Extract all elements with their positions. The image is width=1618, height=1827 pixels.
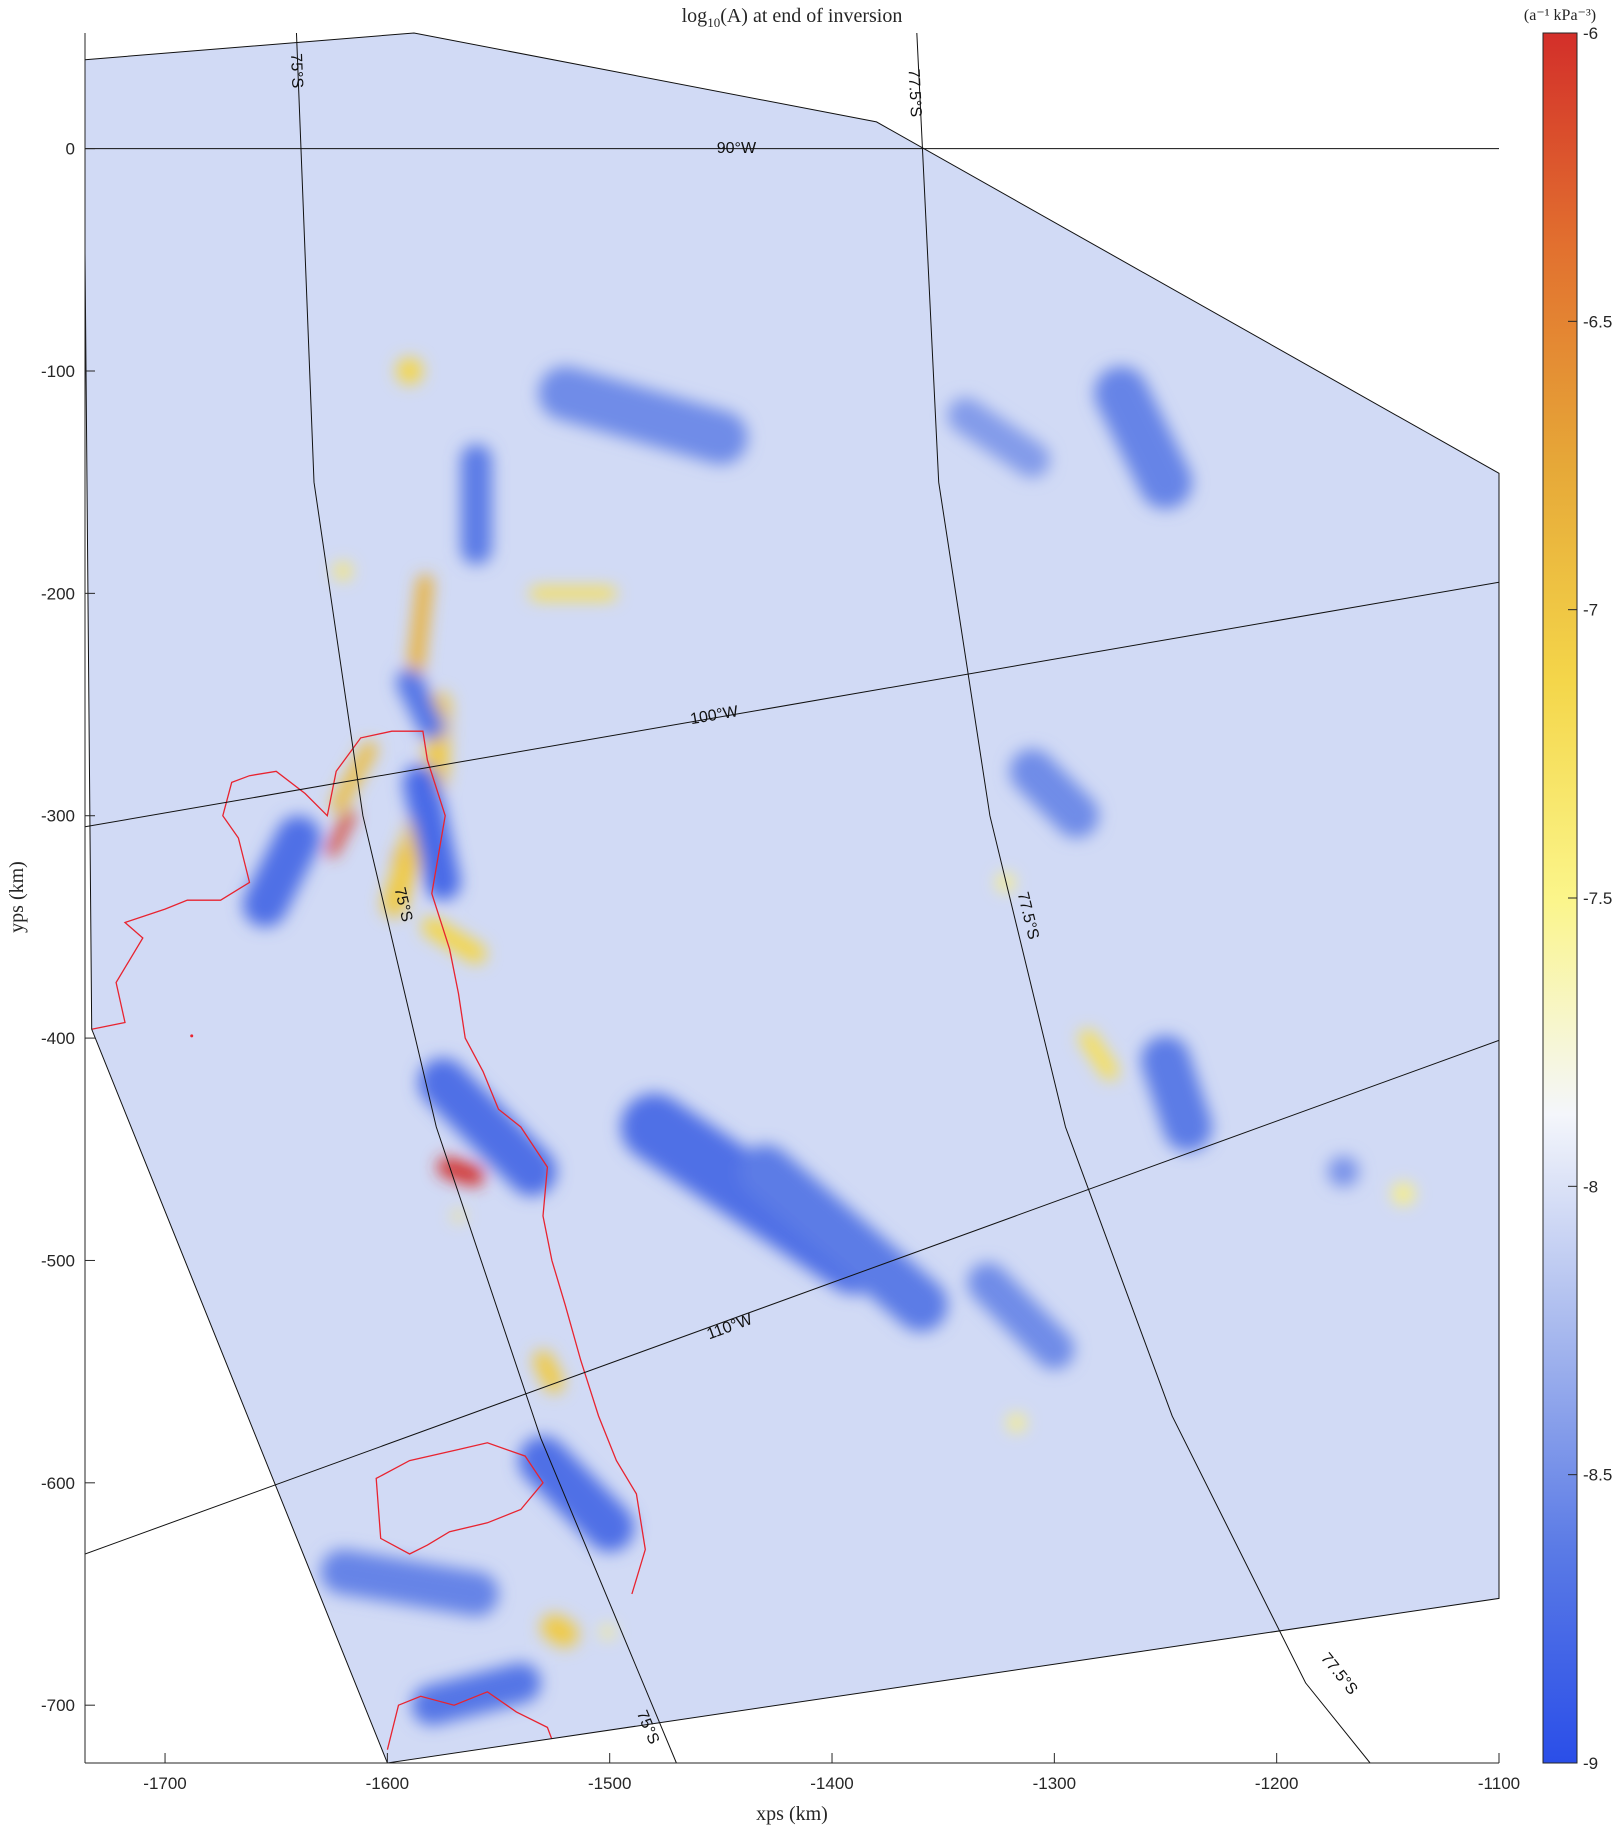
low-a-streak (242, 815, 321, 927)
x-axis: -1700 -1600 -1500 -1400 -1300 -1200 -1100 (143, 1753, 1520, 1793)
x-axis-label: xps (km) (756, 1803, 828, 1825)
colorbar-tick-label: -6.5 (1583, 312, 1612, 331)
plot-area: 90°W100°W110°W75°S75°S75°S77.5°S77.5°S77… (84, 32, 1500, 1764)
title-subscript: 10 (707, 15, 720, 30)
high-a-patch (996, 873, 1015, 892)
low-a-streak (418, 1058, 557, 1196)
grounding-line-segment (91, 730, 646, 1595)
low-a-streak (320, 1549, 499, 1617)
high-a-patch (1007, 1413, 1026, 1432)
high-a-streak (532, 1350, 565, 1393)
low-a-streak (967, 1262, 1075, 1370)
colorbar-tick-label: -9 (1583, 1754, 1598, 1773)
low-a-streak (402, 764, 461, 901)
y-tick-label: -100 (41, 362, 75, 381)
grounding-line-island (190, 1034, 194, 1038)
low-a-streak (1141, 1035, 1213, 1152)
colorbar-label: (a⁻¹ kPa⁻³) (1524, 7, 1596, 24)
low-a-streak (396, 668, 446, 741)
low-a-streak (738, 1144, 948, 1332)
high-a-patch (1392, 1182, 1415, 1205)
low-a-streak (518, 1436, 635, 1552)
grounding-line-segment (386, 1691, 562, 1763)
parallel-label-text: 75°S (287, 53, 305, 89)
low-a-streak (538, 366, 748, 465)
parallel-line (295, 33, 677, 1763)
low-a-streak (1009, 749, 1099, 838)
meridian-line (85, 581, 1499, 828)
high-a-patch (600, 1625, 615, 1639)
y-tick-label: 0 (66, 140, 75, 159)
high-a-patch (452, 1210, 465, 1222)
low-a-streak (1094, 366, 1193, 509)
colorbar-ticks: -6 -6.5 -7 -7.5 -8 -8.5 -9 (1568, 24, 1612, 1773)
high-a-patch (334, 562, 352, 581)
y-axis-label: yps (km) (6, 861, 28, 933)
parallel-label: 75°S (287, 53, 305, 89)
y-tick-label: -600 (41, 1474, 75, 1493)
colorbar-tick-label: -8.5 (1583, 1466, 1612, 1485)
chart-title: log10(A) at end of inversion (682, 5, 903, 30)
x-tick-label: -1300 (1033, 1774, 1076, 1793)
model-domain (85, 33, 1499, 1763)
grounding-line-segment (375, 1442, 544, 1555)
y-tick-label: -400 (41, 1029, 75, 1048)
x-tick-label: -1100 (1478, 1774, 1520, 1793)
high-a-streak (326, 810, 356, 857)
y-tick-label: -300 (41, 807, 75, 826)
low-a-streak (411, 1662, 541, 1726)
x-tick-label: -1500 (588, 1774, 631, 1793)
high-a-streak (540, 1614, 579, 1648)
parallel-line (916, 33, 1371, 1763)
y-tick-label: -500 (41, 1251, 75, 1270)
meridian-line (85, 1039, 1499, 1555)
x-tick-label: -1600 (366, 1774, 409, 1793)
high-a-streak (437, 1157, 485, 1187)
low-a-streak (947, 397, 1050, 478)
colorbar-tick-label: -7.5 (1583, 889, 1612, 908)
y-axis: 0 -100 -200 -300 -400 -500 -600 -700 (41, 140, 95, 1715)
meridian-label-text: 90°W (717, 140, 757, 157)
x-tick-label: -1700 (143, 1774, 186, 1793)
parallel-label: 77.5°S (1317, 1650, 1360, 1698)
high-a-streak (330, 741, 378, 813)
inversion-field (242, 357, 1415, 1726)
parallel-label-text: 77.5°S (1317, 1650, 1360, 1698)
x-tick-label: -1200 (1255, 1774, 1298, 1793)
colorbar-tick-label: -8 (1583, 1177, 1598, 1196)
title-prefix: log (682, 5, 708, 27)
parallel-label-text: 77.5°S (905, 69, 924, 118)
colorbar: (a⁻¹ kPa⁻³) -6 -6.5 -7 -7.5 -8 -8.5 -9 (1524, 7, 1612, 1773)
x-tick-label: -1400 (810, 1774, 853, 1793)
colorbar-tick-label: -6 (1583, 24, 1598, 43)
y-tick-label: -700 (41, 1696, 75, 1715)
y-tick-label: -200 (41, 584, 75, 603)
colorbar-tick-label: -7 (1583, 601, 1598, 620)
high-a-streak (421, 916, 487, 964)
high-a-patch (396, 357, 423, 385)
title-suffix: (A) at end of inversion (720, 5, 902, 27)
domain-outline (84, 32, 1500, 1764)
low-a-patch (1327, 1155, 1359, 1188)
high-a-streak (1078, 1029, 1119, 1081)
meridian-label: 90°W (717, 140, 757, 157)
grounding-line (91, 730, 646, 1763)
high-a-streak (406, 574, 433, 691)
parallel-label: 77.5°S (905, 69, 924, 118)
